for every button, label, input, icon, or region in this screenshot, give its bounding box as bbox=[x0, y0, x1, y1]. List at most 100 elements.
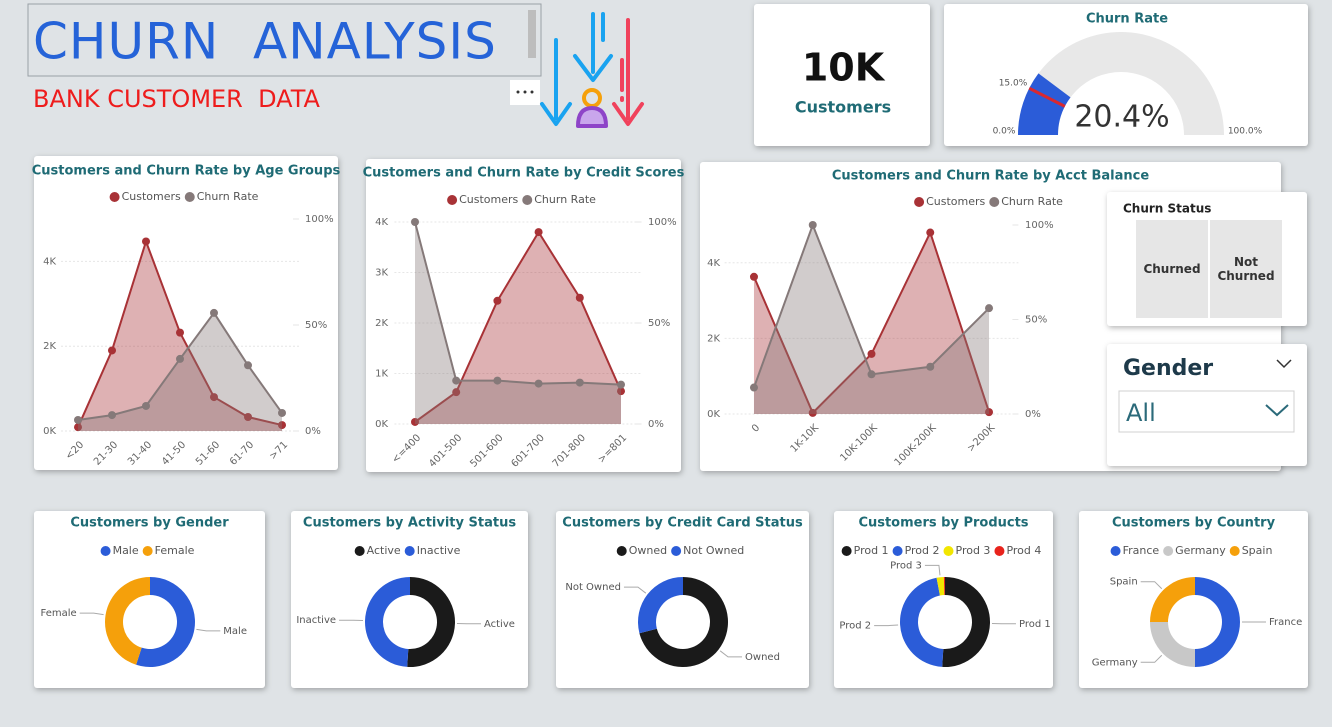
data-point bbox=[617, 380, 625, 389]
gauge-min-label: 0.0% bbox=[993, 127, 1016, 137]
legend-label: Churn Rate bbox=[197, 190, 259, 203]
legend-label: Churn Rate bbox=[1001, 195, 1063, 208]
slice-label: Prod 3 bbox=[890, 560, 922, 571]
data-point bbox=[411, 218, 419, 226]
y2-tick-label: 0% bbox=[305, 426, 321, 437]
donut-slice bbox=[900, 577, 944, 667]
slice-label: Spain bbox=[1110, 577, 1138, 588]
data-point bbox=[142, 237, 150, 246]
data-point bbox=[411, 417, 419, 426]
donut-slice bbox=[942, 577, 990, 667]
legend-label: Prod 2 bbox=[905, 544, 940, 557]
legend-label: Owned bbox=[629, 544, 667, 557]
y2-tick-label: 0% bbox=[648, 419, 664, 430]
legend-label: Not Owned bbox=[683, 544, 744, 557]
donut-slice bbox=[639, 577, 729, 668]
legend-marker bbox=[184, 192, 195, 202]
donut-slice bbox=[936, 577, 945, 596]
card bbox=[34, 511, 265, 688]
slice-label: Inactive bbox=[296, 615, 336, 626]
legend-label: Prod 1 bbox=[854, 544, 889, 557]
chart-title: Customers and Churn Rate by Age Groups bbox=[32, 164, 341, 179]
legend-marker bbox=[989, 197, 1000, 207]
donut-slice bbox=[407, 577, 455, 667]
data-point bbox=[926, 228, 935, 237]
data-point bbox=[749, 272, 758, 281]
slice-label: Prod 2 bbox=[839, 621, 871, 632]
legend-marker bbox=[1110, 546, 1121, 556]
collapse-icon[interactable] bbox=[1276, 359, 1292, 369]
y-tick-label: 2K bbox=[375, 318, 388, 329]
leader-line bbox=[924, 564, 941, 576]
legend-marker bbox=[404, 546, 415, 556]
kpi-label: Customers bbox=[795, 98, 891, 117]
donut-slice bbox=[1150, 577, 1195, 622]
legend-label: France bbox=[1123, 544, 1160, 557]
slicer-option[interactable]: Not Churned bbox=[1210, 220, 1282, 318]
donut-slice bbox=[943, 577, 945, 596]
slice-label: France bbox=[1269, 617, 1302, 628]
data-point bbox=[985, 408, 994, 417]
slice-label: Active bbox=[484, 619, 515, 630]
legend-marker bbox=[100, 546, 111, 556]
y2-tick-label: 100% bbox=[648, 217, 677, 228]
data-point bbox=[452, 376, 461, 385]
chart-title: Customers by Products bbox=[858, 516, 1028, 531]
slice-label: Male bbox=[223, 626, 247, 637]
data-point bbox=[749, 383, 758, 392]
area-fill bbox=[78, 312, 282, 431]
leader-line bbox=[1140, 654, 1163, 663]
data-point bbox=[176, 354, 184, 363]
legend-marker bbox=[914, 197, 925, 207]
dot bbox=[523, 90, 527, 94]
data-point bbox=[493, 296, 502, 305]
slice-label: Germany bbox=[1092, 657, 1138, 668]
legend-marker bbox=[943, 546, 954, 556]
dropdown-arrow[interactable] bbox=[1265, 404, 1289, 417]
gauge-track bbox=[1018, 32, 1224, 135]
legend-label: Spain bbox=[1242, 544, 1273, 557]
gauge-target bbox=[1028, 86, 1066, 108]
leader-line bbox=[79, 612, 104, 616]
data-point bbox=[534, 228, 543, 237]
leader-line bbox=[623, 586, 647, 594]
data-point bbox=[210, 393, 218, 402]
scrollbar bbox=[528, 10, 536, 58]
data-point bbox=[617, 387, 625, 396]
legend-label: Prod 3 bbox=[956, 544, 991, 557]
y-tick-label: 2K bbox=[707, 333, 720, 344]
donut-slice bbox=[364, 577, 410, 667]
card bbox=[34, 156, 338, 470]
y-tick-label: 0K bbox=[707, 409, 720, 420]
legend-marker bbox=[671, 546, 682, 556]
series-line bbox=[414, 230, 622, 423]
kpi-value: 10K bbox=[802, 46, 886, 90]
legend-label: Customers bbox=[122, 190, 181, 203]
y-tick-label: 4K bbox=[707, 258, 720, 269]
data-point bbox=[278, 408, 286, 417]
slicer-title: Gender bbox=[1123, 356, 1213, 381]
chart-title: Customers by Activity Status bbox=[303, 516, 516, 531]
donut-slice bbox=[1150, 622, 1195, 667]
dashboard-subtitle: BANK CUSTOMER DATA bbox=[33, 85, 321, 113]
data-point bbox=[534, 379, 543, 388]
gauge-value: 20.4% bbox=[1074, 100, 1169, 135]
y-tick-label: 4K bbox=[375, 217, 388, 228]
dropdown[interactable] bbox=[1118, 390, 1295, 433]
legend-label: Customers bbox=[459, 193, 518, 206]
gauge-target-label: 15.0% bbox=[999, 79, 1028, 89]
slicer-option[interactable]: Churned bbox=[1136, 220, 1208, 318]
gauge-max-label: 100.0% bbox=[1228, 127, 1263, 137]
area-fill bbox=[415, 232, 621, 424]
y2-tick-label: 50% bbox=[648, 318, 670, 329]
data-point bbox=[244, 361, 252, 370]
chart-title: Customers by Gender bbox=[70, 516, 229, 531]
card bbox=[754, 4, 930, 146]
legend-marker bbox=[892, 546, 903, 556]
legend-marker bbox=[522, 195, 533, 205]
chart-title: Customers and Churn Rate by Credit Score… bbox=[363, 166, 685, 181]
legend-label: Inactive bbox=[417, 544, 461, 557]
donut-slice bbox=[638, 577, 683, 634]
data-point bbox=[278, 421, 286, 430]
